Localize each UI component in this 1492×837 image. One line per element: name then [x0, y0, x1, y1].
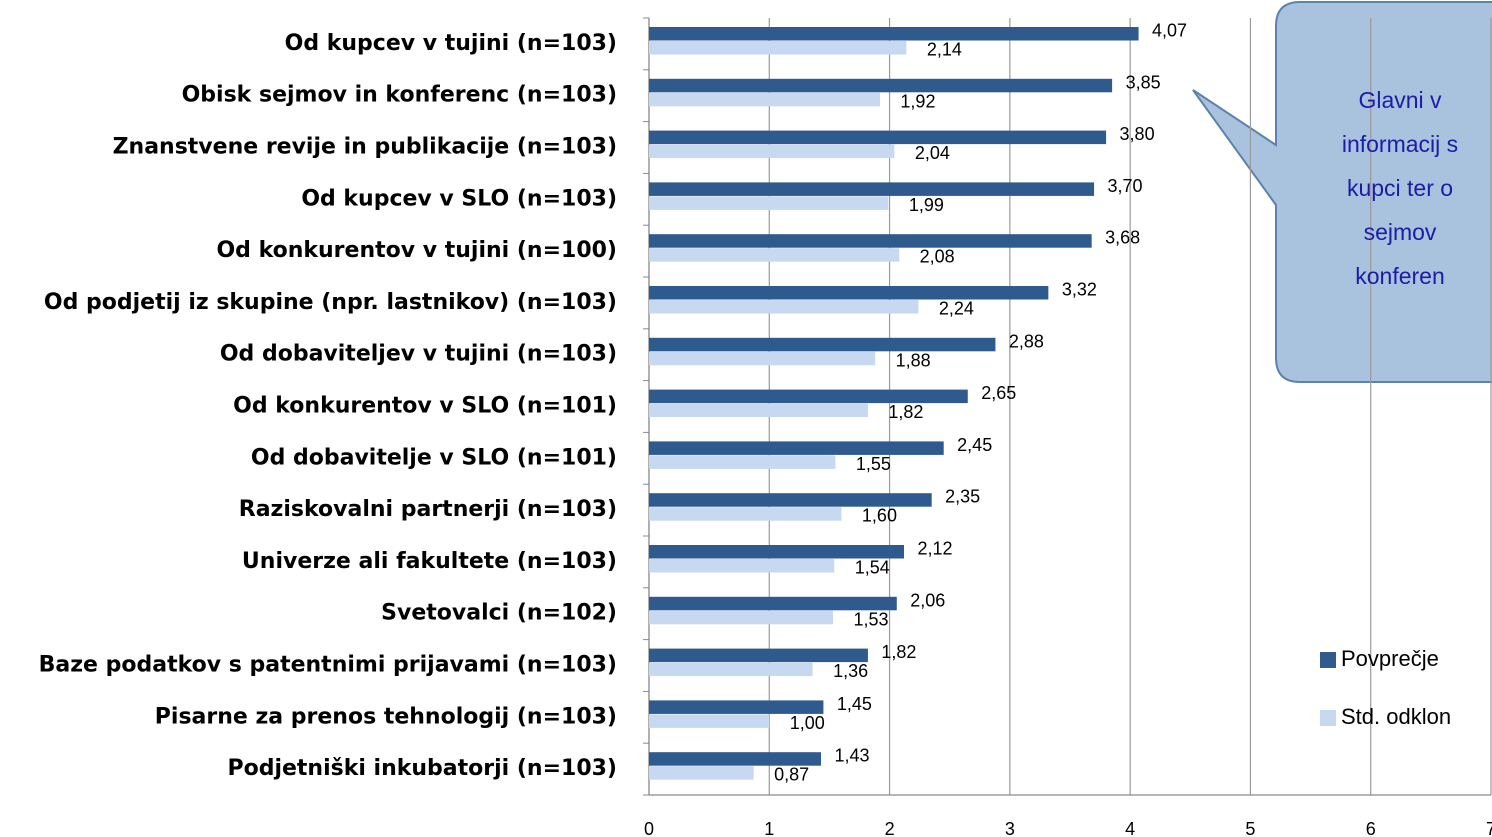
bar — [649, 234, 1092, 248]
bar — [649, 700, 824, 714]
category-label: Raziskovalni partnerji (n=103) — [239, 497, 617, 522]
bar — [649, 714, 770, 728]
bar — [649, 507, 842, 521]
x-tick-label: 0 — [644, 819, 654, 837]
value-label: 1,82 — [881, 642, 916, 662]
value-label: 2,14 — [927, 40, 962, 60]
value-label: 3,85 — [1126, 72, 1161, 92]
x-tick-label: 5 — [1245, 819, 1255, 837]
category-label: Od dobaviteljev v tujini (n=103) — [220, 342, 617, 367]
bar — [649, 286, 1049, 300]
bar — [649, 130, 1107, 145]
bar — [649, 766, 754, 780]
value-label: 4,07 — [1152, 21, 1187, 41]
x-tick-label: 4 — [1125, 819, 1135, 837]
value-label: 3,70 — [1108, 176, 1143, 196]
bar — [649, 752, 822, 766]
value-label: 3,32 — [1062, 280, 1097, 300]
category-label: Od kupcev v SLO (n=103) — [301, 186, 617, 211]
callout-text: informacij s — [1342, 131, 1458, 157]
bar — [649, 196, 889, 210]
category-label: Podjetniški inkubatorji (n=103) — [227, 756, 617, 781]
value-label: 1,60 — [862, 506, 897, 526]
bar — [649, 92, 880, 107]
legend-swatch — [1320, 652, 1336, 668]
value-label: 1,82 — [888, 402, 923, 422]
value-label: 1,99 — [909, 195, 944, 215]
callout-text: kupci ter o — [1347, 175, 1453, 201]
bar — [649, 493, 932, 507]
callout-text: Glavni v — [1358, 87, 1442, 113]
x-tick-label: 1 — [764, 819, 774, 837]
bar — [649, 389, 968, 404]
callout — [1192, 1, 1492, 383]
bar — [649, 248, 900, 262]
category-label: Od dobavitelje v SLO (n=101) — [251, 445, 617, 470]
category-label: Obisk sejmov in konferenc (n=103) — [182, 83, 617, 108]
value-label: 1,54 — [855, 558, 890, 578]
legend-swatch — [1320, 710, 1336, 726]
value-label: 0,87 — [774, 765, 809, 785]
value-label: 2,35 — [945, 487, 980, 507]
x-tick-label: 2 — [885, 819, 895, 837]
category-label: Od konkurentov v tujini (n=100) — [216, 238, 617, 263]
bar — [649, 662, 813, 677]
value-label: 1,45 — [837, 694, 872, 714]
value-label: 2,12 — [917, 539, 952, 559]
value-label: 2,88 — [1009, 331, 1044, 351]
value-label: 2,04 — [915, 143, 950, 163]
value-label: 1,00 — [790, 713, 825, 733]
bar — [649, 559, 835, 573]
value-label: 1,53 — [854, 609, 889, 629]
category-label: Pisarne za prenos tehnologij (n=103) — [155, 704, 617, 729]
value-label: 1,88 — [896, 350, 931, 370]
bar — [649, 441, 944, 455]
bar — [649, 351, 876, 366]
value-label: 2,65 — [981, 383, 1016, 403]
category-label: Baze podatkov s patentnimi prijavami (n=… — [39, 653, 617, 678]
value-label: 1,55 — [856, 454, 891, 474]
category-label: Od podjetij iz skupine (npr. lastnikov) … — [44, 290, 617, 315]
value-label: 2,06 — [910, 590, 945, 610]
bar — [649, 144, 895, 159]
value-label: 2,45 — [957, 435, 992, 455]
x-tick-label: 3 — [1005, 819, 1015, 837]
callout-text: konferen — [1355, 263, 1445, 289]
callout-text: sejmov — [1364, 219, 1437, 245]
value-label: 1,36 — [833, 661, 868, 681]
value-label: 2,24 — [939, 299, 974, 319]
x-tick-label: 6 — [1366, 819, 1376, 837]
bar — [649, 337, 996, 352]
bar — [649, 455, 836, 469]
bar — [649, 182, 1095, 196]
category-label: Univerze ali fakultete (n=103) — [242, 549, 617, 574]
bar — [649, 41, 907, 55]
bar — [649, 78, 1113, 93]
category-label: Od konkurentov v SLO (n=101) — [233, 394, 617, 419]
category-label: Znanstvene revije in publikacije (n=103) — [113, 135, 617, 160]
value-label: 1,43 — [834, 746, 869, 766]
value-label: 2,08 — [920, 247, 955, 267]
legend-label: Povprečje — [1341, 646, 1439, 671]
category-label: Svetovalci (n=102) — [381, 601, 617, 626]
bar — [649, 27, 1139, 41]
value-label: 1,92 — [900, 91, 935, 111]
bar — [649, 300, 919, 314]
legend-label: Std. odklon — [1341, 704, 1451, 729]
category-label: Od kupcev v tujini (n=103) — [285, 31, 617, 56]
bar — [649, 596, 897, 611]
bar — [649, 545, 905, 559]
bar — [649, 648, 868, 663]
bar — [649, 610, 834, 625]
x-tick-label: 7 — [1486, 819, 1492, 837]
bar — [649, 403, 868, 418]
value-label: 3,68 — [1105, 228, 1140, 248]
value-label: 3,80 — [1120, 124, 1155, 144]
